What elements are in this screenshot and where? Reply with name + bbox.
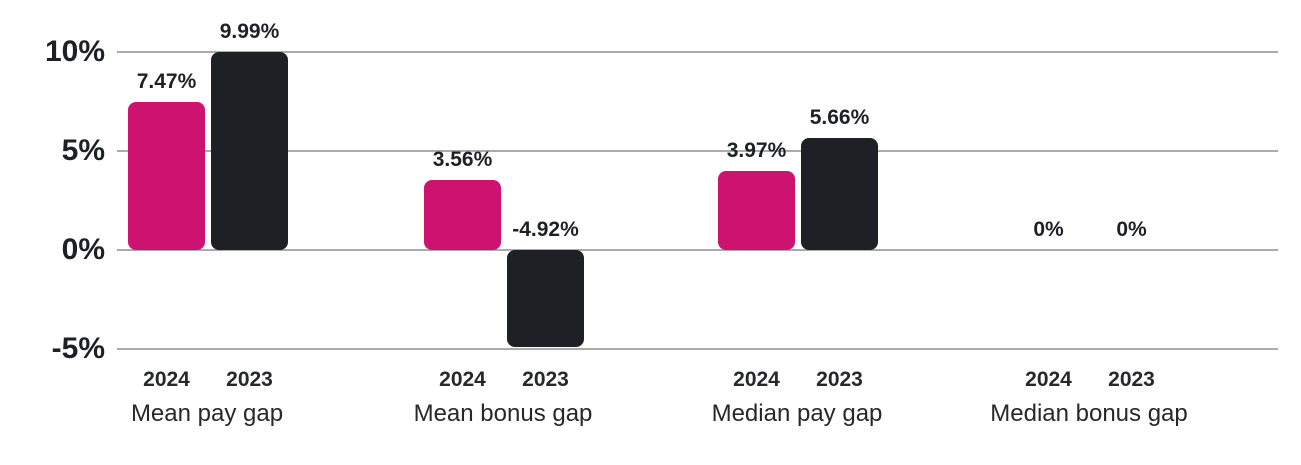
bar-year-label-2024-mean-pay-gap: 2024 <box>143 368 190 391</box>
category-label-mean-bonus-gap: Mean bonus gap <box>413 400 593 427</box>
y-axis-tick-label: 10% <box>44 35 105 68</box>
category-label-median-pay-gap: Median pay gap <box>711 400 883 427</box>
bar-year-label-2024-median-bonus-gap: 2024 <box>1025 368 1072 391</box>
bar-value-label-2024-mean-pay-gap: 7.47% <box>136 70 197 94</box>
bar-year-label-2024-mean-bonus-gap: 2024 <box>439 368 486 391</box>
bar-value-label-2023-median-pay-gap: 5.66% <box>809 105 870 129</box>
y-axis-tick-label: 5% <box>61 134 105 167</box>
gridline--5- <box>117 348 1278 350</box>
y-axis-tick-label: 0% <box>61 233 105 266</box>
bar-year-label-2023-median-bonus-gap: 2023 <box>1108 368 1155 391</box>
bar-2023-mean-pay-gap <box>211 52 288 250</box>
gridline-5- <box>117 150 1278 152</box>
bar-value-label-2024-median-bonus-gap: 0% <box>1033 218 1064 241</box>
bar-2024-mean-bonus-gap <box>424 179 501 250</box>
bar-2023-mean-bonus-gap <box>507 250 584 348</box>
bar-value-label-2023-mean-bonus-gap: -4.92% <box>512 218 579 241</box>
gridline-0- <box>117 249 1278 251</box>
bar-value-label-2023-median-bonus-gap: 0% <box>1116 218 1147 241</box>
category-label-mean-pay-gap: Mean pay gap <box>130 400 284 427</box>
gridline-10- <box>117 51 1278 53</box>
bar-value-label-2024-median-pay-gap: 3.97% <box>726 139 787 163</box>
bar-year-label-2024-median-pay-gap: 2024 <box>733 368 780 391</box>
bar-2024-median-pay-gap <box>718 171 795 250</box>
bar-year-label-2023-mean-pay-gap: 2023 <box>226 368 273 391</box>
category-label-median-bonus-gap: Median bonus gap <box>990 400 1188 427</box>
bar-value-label-2023-mean-pay-gap: 9.99% <box>219 20 280 44</box>
bar-2024-mean-pay-gap <box>128 102 205 250</box>
bar-year-label-2023-mean-bonus-gap: 2023 <box>522 368 569 391</box>
bar-2023-median-pay-gap <box>801 137 878 250</box>
y-axis-tick-label: -5% <box>51 332 105 365</box>
bar-year-label-2023-median-pay-gap: 2023 <box>816 368 863 391</box>
bar-value-label-2024-mean-bonus-gap: 3.56% <box>432 147 493 171</box>
